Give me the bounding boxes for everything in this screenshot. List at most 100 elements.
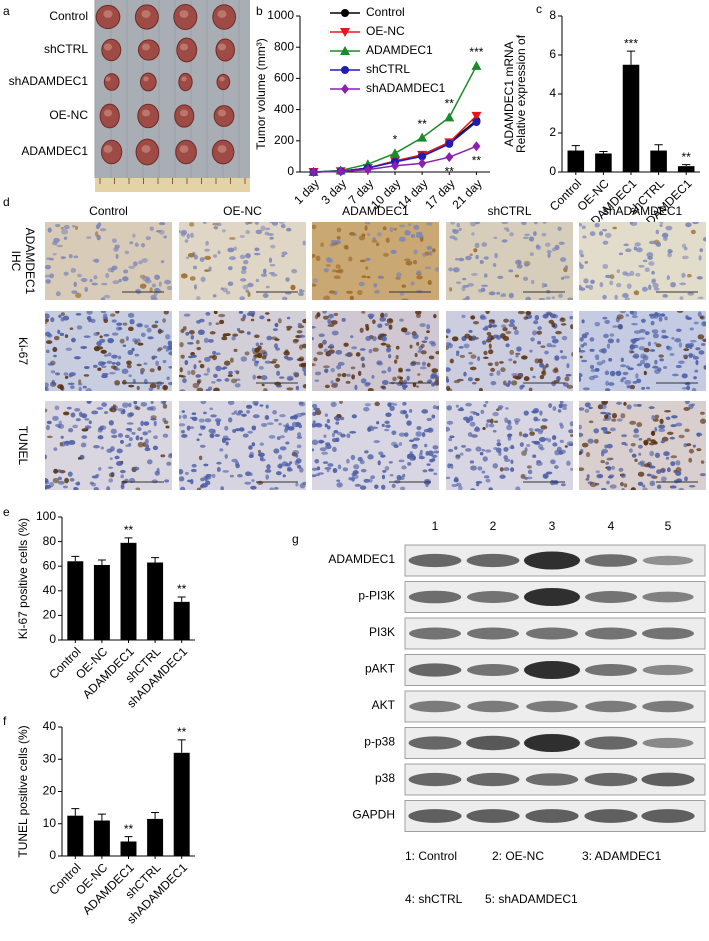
protein-label: PI3K xyxy=(369,625,395,639)
cell xyxy=(283,350,290,356)
cell xyxy=(164,279,172,285)
cell xyxy=(664,410,672,413)
cell xyxy=(679,296,684,300)
cell xyxy=(579,249,584,255)
cell xyxy=(324,423,328,428)
cell xyxy=(122,408,126,415)
cell xyxy=(326,425,331,430)
cell xyxy=(588,420,594,424)
cell xyxy=(653,342,658,345)
cell xyxy=(337,361,345,366)
cell xyxy=(465,448,472,452)
cell xyxy=(78,386,82,391)
cell xyxy=(210,414,217,418)
cell xyxy=(124,434,130,439)
cell xyxy=(666,275,670,281)
cell xyxy=(237,473,243,478)
cell xyxy=(472,335,477,340)
cell xyxy=(482,327,489,331)
cell xyxy=(421,340,428,343)
cell xyxy=(73,255,79,259)
cell xyxy=(616,269,620,274)
micrograph xyxy=(446,401,573,490)
cell xyxy=(213,311,218,315)
cell xyxy=(446,328,451,334)
error-bar xyxy=(97,813,106,821)
cell xyxy=(198,433,203,436)
cell xyxy=(698,350,705,355)
cell xyxy=(126,422,134,425)
cell xyxy=(254,222,259,225)
cell xyxy=(631,315,638,319)
cell xyxy=(607,475,614,479)
cell xyxy=(214,418,222,423)
cell xyxy=(505,343,510,348)
column-label: OE-NC xyxy=(223,204,262,218)
cell xyxy=(122,379,127,385)
cell xyxy=(681,255,689,260)
cell xyxy=(141,258,148,263)
cell xyxy=(45,349,50,354)
cell xyxy=(148,387,154,391)
cell xyxy=(532,330,537,336)
tumor-highlight xyxy=(219,76,225,82)
cell xyxy=(385,237,390,243)
cell xyxy=(479,314,486,319)
cell xyxy=(432,405,437,410)
cell xyxy=(227,401,235,406)
cell xyxy=(410,281,415,286)
cell xyxy=(602,228,608,232)
cell xyxy=(642,259,648,263)
cell xyxy=(129,241,134,245)
cell xyxy=(554,449,561,456)
cell xyxy=(511,380,518,386)
cell xyxy=(49,257,54,261)
cell xyxy=(71,337,76,343)
cell xyxy=(692,355,699,360)
cell xyxy=(164,479,170,483)
cell xyxy=(397,375,402,380)
cell xyxy=(501,222,509,225)
cell xyxy=(569,434,573,437)
significance: *** xyxy=(624,36,638,50)
cell xyxy=(693,321,699,325)
cell xyxy=(519,442,524,447)
significance: * xyxy=(393,132,398,146)
cell xyxy=(205,240,209,246)
cell xyxy=(690,229,696,235)
cell xyxy=(312,363,316,367)
cell xyxy=(111,361,116,365)
cell xyxy=(605,274,612,279)
cell xyxy=(701,321,706,327)
band xyxy=(641,809,695,823)
cell xyxy=(666,467,671,473)
cell xyxy=(676,311,684,313)
y-tick-label: 1000 xyxy=(267,8,294,22)
cell xyxy=(367,313,375,318)
cell xyxy=(676,328,682,333)
cell xyxy=(453,476,459,482)
panel-label: b xyxy=(256,4,263,18)
band xyxy=(642,737,694,749)
cell xyxy=(470,488,476,490)
cell xyxy=(298,291,304,297)
cell xyxy=(500,294,507,298)
cell xyxy=(73,281,77,287)
cell xyxy=(614,294,618,300)
cell xyxy=(204,255,212,261)
cell xyxy=(321,451,329,455)
lane-number: 5 xyxy=(665,519,672,533)
cell xyxy=(654,414,660,419)
panel-label: g xyxy=(292,532,299,546)
cell xyxy=(541,418,548,422)
cell xyxy=(335,349,343,355)
cell xyxy=(296,436,303,439)
cell xyxy=(382,226,387,231)
cell xyxy=(459,452,464,456)
cell xyxy=(61,229,69,235)
cell xyxy=(45,318,48,325)
cell xyxy=(652,282,659,289)
cell xyxy=(219,448,224,452)
bar xyxy=(650,150,667,172)
cell xyxy=(117,407,124,412)
